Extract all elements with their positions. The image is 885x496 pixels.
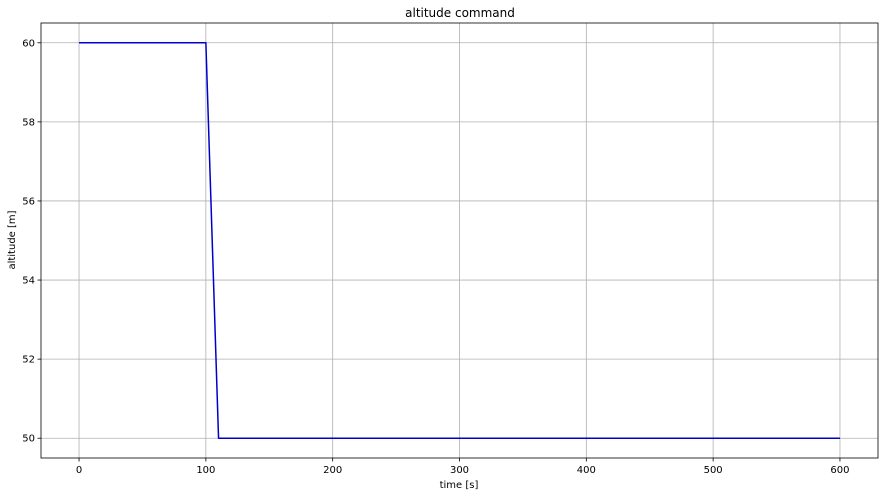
x-tick-label: 300 bbox=[450, 465, 469, 476]
series-layer bbox=[79, 42, 840, 439]
y-tick-label: 50 bbox=[22, 434, 35, 445]
y-tick-label: 58 bbox=[22, 117, 35, 128]
y-tick-label: 52 bbox=[22, 355, 35, 366]
series-line bbox=[79, 42, 840, 439]
grid bbox=[41, 23, 878, 458]
x-axis-label: time [s] bbox=[440, 480, 479, 491]
x-tick-label: 100 bbox=[196, 465, 215, 476]
x-tick-label: 500 bbox=[704, 465, 723, 476]
y-tick-label: 60 bbox=[22, 38, 35, 49]
x-tick-label: 0 bbox=[76, 465, 82, 476]
y-axis-ticks: 50 52 54 56 58 60 bbox=[22, 38, 41, 445]
x-tick-label: 200 bbox=[323, 465, 342, 476]
x-tick-label: 600 bbox=[830, 465, 849, 476]
chart-title: altitude command bbox=[405, 6, 515, 20]
y-tick-label: 54 bbox=[22, 276, 35, 287]
x-axis-ticks: 0 100 200 300 400 500 600 bbox=[76, 458, 850, 476]
y-axis-label: altitude [m] bbox=[7, 210, 18, 269]
x-tick-label: 400 bbox=[577, 465, 596, 476]
y-tick-label: 56 bbox=[22, 196, 35, 207]
